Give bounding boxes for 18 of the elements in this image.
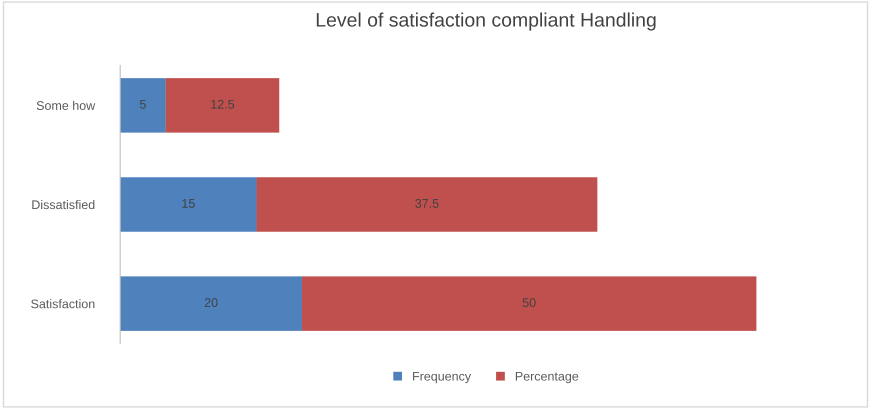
data-label: 15 [182,199,195,208]
bar [120,276,302,331]
legend-label: Percentage [516,372,578,384]
chart-title: Level of satisfaction compliant Handling [316,12,656,31]
bar [302,276,756,331]
bar [120,78,166,133]
legend-label: Frequency [413,372,472,384]
y-tick-label: Some how [36,100,96,110]
data-label: 12.5 [211,100,234,109]
bar [166,78,280,133]
data-label: 20 [204,298,218,308]
y-tick-label: Satisfaction [31,299,94,308]
data-label: 5 [140,100,146,109]
bar [256,177,598,232]
bar [120,177,257,232]
data-label: 37.5 [415,199,439,208]
data-label: 50 [522,298,536,308]
y-tick-label: Dissatisfied [32,200,94,210]
